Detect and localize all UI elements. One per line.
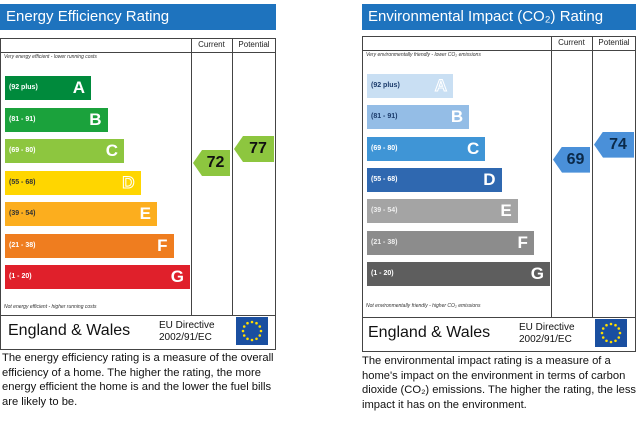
rating-band-c: (69 - 80) C: [5, 139, 124, 163]
rating-band-range: (39 - 54): [9, 210, 36, 217]
rating-band-g: (1 - 20) G: [5, 265, 190, 289]
rating-band-range: (1 - 20): [9, 273, 32, 280]
energy-description: The energy efficiency rating is a measur…: [2, 352, 274, 408]
rating-band-f: (21 - 38) F: [367, 230, 534, 255]
rating-band-d: (55 - 68) D: [367, 167, 502, 192]
rating-band-e: (39 - 54) E: [367, 199, 518, 224]
energy-col-potential: Potential: [238, 40, 270, 49]
potential-rating-marker: 74: [594, 131, 634, 158]
rating-band-range: (55 - 68): [371, 175, 398, 183]
rating-band-range: (81 - 91): [371, 113, 398, 121]
rating-band-f: (21 - 38) F: [5, 233, 174, 258]
energy-region: England & Wales: [8, 322, 131, 339]
current-rating-value: 72: [206, 154, 225, 171]
rating-band-range: (21 - 38): [371, 238, 398, 246]
rating-band-letter: C: [467, 138, 480, 158]
rating-band-letter: E: [500, 201, 512, 221]
environment-bottom-note: Not environmentally friendly - higher CO…: [366, 303, 481, 309]
rating-band-g: (1 - 20) G: [367, 261, 550, 286]
rating-band-a: (92 plus) A: [367, 74, 453, 98]
environment-directive-2: 2002/91/EC: [519, 334, 572, 345]
potential-rating-value: 74: [609, 135, 627, 153]
environment-title: Environmental Impact (CO₂) Rating: [362, 4, 636, 30]
rating-band-letter: C: [105, 141, 118, 160]
potential-rating-value: 77: [249, 140, 267, 157]
eu-flag-icon: [236, 317, 268, 345]
energy-col-current: Current: [198, 40, 225, 49]
rating-band-letter: A: [72, 78, 85, 97]
energy-top-note: Very energy efficient - lower running co…: [4, 54, 97, 60]
rating-band-letter: E: [139, 204, 151, 223]
rating-band-letter: D: [483, 169, 496, 189]
environment-panel: Environmental Impact (CO₂) Rating Curren…: [362, 4, 640, 424]
rating-band-range: (39 - 54): [371, 207, 398, 215]
rating-band-letter: F: [517, 232, 528, 252]
rating-band-b: (81 - 91) B: [367, 105, 470, 130]
rating-band-range: (69 - 80): [371, 144, 398, 152]
environment-top-note: Very environmentally friendly - lower CO…: [366, 52, 481, 58]
rating-band-letter: G: [530, 263, 544, 283]
environment-region: England & Wales: [368, 324, 491, 341]
current-rating-marker: 69: [553, 146, 590, 173]
rating-band-a: (92 plus) A: [5, 76, 91, 100]
environment-col-potential: Potential: [598, 38, 630, 47]
rating-band-letter: B: [450, 107, 464, 127]
energy-title: Energy Efficiency Rating: [0, 4, 276, 30]
rating-band-range: (69 - 80): [9, 147, 36, 154]
potential-rating-marker: 77: [234, 136, 274, 162]
current-rating-value: 69: [566, 150, 585, 168]
rating-band-e: (39 - 54) E: [5, 202, 157, 226]
rating-band-letter: A: [434, 76, 447, 96]
environment-directive-1: EU Directive: [519, 322, 575, 333]
rating-band-range: (81 - 91): [9, 115, 36, 123]
rating-band-c: (69 - 80) C: [367, 136, 486, 161]
eu-flag-icon: [595, 319, 627, 347]
rating-band-letter: F: [157, 235, 168, 255]
rating-band-d: (55 - 68) D: [5, 170, 141, 195]
energy-bottom-note: Not energy efficient - higher running co…: [4, 304, 97, 310]
rating-band-range: (92 plus): [9, 84, 38, 91]
rating-band-b: (81 - 91) B: [5, 107, 108, 132]
rating-band-range: (21 - 38): [9, 241, 36, 249]
rating-band-range: (1 - 20): [371, 269, 394, 277]
energy-directive-1: EU Directive: [159, 320, 215, 331]
energy-directive-2: 2002/91/EC: [159, 332, 212, 343]
rating-band-letter: B: [89, 109, 102, 129]
environment-col-current: Current: [558, 38, 585, 47]
rating-band-range: (92 plus): [371, 82, 400, 89]
rating-band-letter: G: [170, 267, 184, 286]
energy-panel: Energy Efficiency Rating Current Potenti…: [0, 4, 280, 424]
rating-band-letter: D: [122, 172, 135, 192]
rating-band-range: (55 - 68): [9, 178, 36, 186]
current-rating-marker: 72: [193, 150, 230, 176]
environment-description: The environmental impact rating is a mea…: [362, 355, 637, 411]
